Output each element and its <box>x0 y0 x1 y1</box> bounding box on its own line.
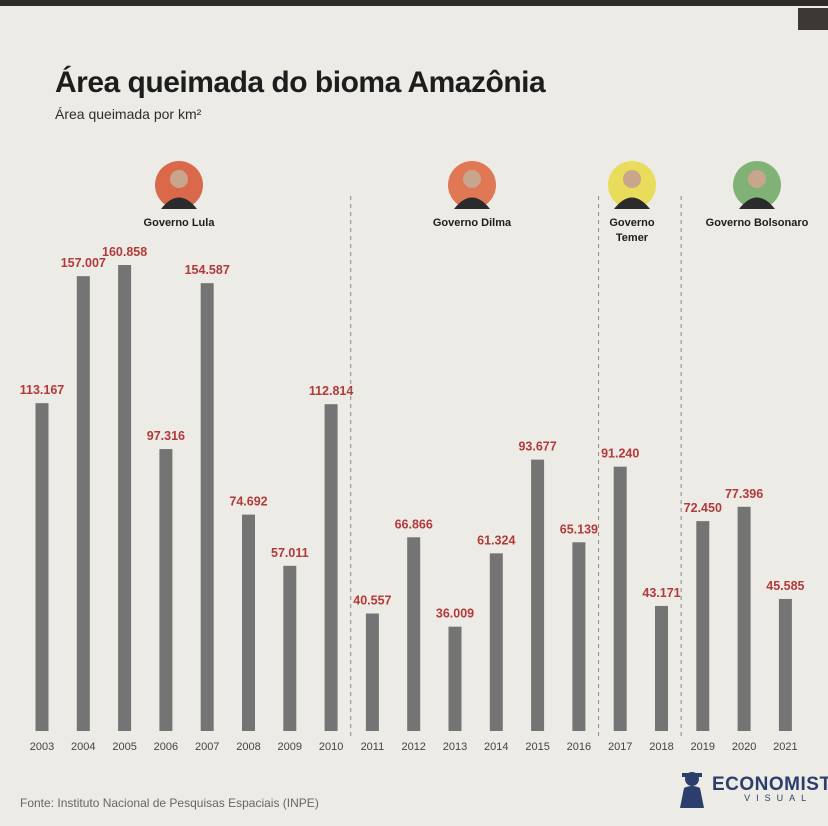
portrait-suit-3 <box>739 197 775 209</box>
portrait-face-3 <box>748 170 766 188</box>
source-note: Fonte: Instituto Nacional de Pesquisas E… <box>20 796 319 810</box>
value-label-2013: 36.009 <box>436 607 474 621</box>
portrait-suit-2 <box>614 197 650 209</box>
government-label-3: Governo Bolsonaro <box>706 217 809 229</box>
bar-2019 <box>696 521 710 731</box>
x-tick-2009: 2009 <box>278 741 302 753</box>
x-tick-2016: 2016 <box>567 741 591 753</box>
x-tick-2007: 2007 <box>195 741 219 753</box>
value-label-2017: 91.240 <box>601 447 639 461</box>
bar-2003 <box>35 403 49 731</box>
x-tick-2015: 2015 <box>525 741 549 753</box>
government-label-2: Governo <box>609 217 655 229</box>
bar-2013 <box>448 626 462 731</box>
bar-2011 <box>365 613 379 731</box>
value-label-2003: 113.167 <box>20 383 65 397</box>
x-tick-2006: 2006 <box>154 741 178 753</box>
bar-2006 <box>159 449 173 731</box>
bar-2015 <box>531 459 545 731</box>
x-tick-2014: 2014 <box>484 741 508 753</box>
bar-2004 <box>76 276 90 731</box>
bar-2018 <box>655 605 668 731</box>
x-tick-2010: 2010 <box>319 741 343 753</box>
x-tick-2017: 2017 <box>608 741 632 753</box>
x-tick-2004: 2004 <box>71 741 95 753</box>
bar-2009 <box>283 565 297 731</box>
x-tick-2008: 2008 <box>236 741 260 753</box>
economist-figure-icon <box>680 772 704 808</box>
x-tick-2020: 2020 <box>732 741 756 753</box>
bar-2017 <box>613 466 627 731</box>
corner-button[interactable] <box>798 8 828 30</box>
value-label-2012: 66.866 <box>395 517 433 531</box>
value-label-2009: 57.011 <box>271 546 309 560</box>
value-label-2015: 93.677 <box>518 440 556 454</box>
x-tick-2012: 2012 <box>401 741 425 753</box>
government-label-1: Governo Dilma <box>433 217 512 229</box>
bar-2010 <box>324 404 338 731</box>
value-label-2006: 97.316 <box>147 429 185 443</box>
value-label-2011: 40.557 <box>353 594 391 608</box>
bar-2012 <box>407 537 421 731</box>
bar-2007 <box>200 283 214 731</box>
government-label-2: Temer <box>616 232 649 244</box>
portrait-suit-0 <box>161 197 197 209</box>
x-tick-2005: 2005 <box>112 741 136 753</box>
x-tick-2013: 2013 <box>443 741 467 753</box>
portrait-face-0 <box>170 170 188 188</box>
portrait-face-2 <box>623 170 641 188</box>
bar-chart: 113.167 2003 157.007 2004 160.858 2005 97.316 2… <box>20 161 809 753</box>
bar-2008 <box>242 514 255 731</box>
value-label-2018: 43.171 <box>642 586 680 600</box>
chart-subtitle: Área queimada por km² <box>55 106 202 122</box>
value-label-2019: 72.450 <box>684 501 722 515</box>
value-label-2010: 112.814 <box>309 384 354 398</box>
government-label-0: Governo Lula <box>144 217 216 229</box>
x-tick-2003: 2003 <box>30 741 54 753</box>
portrait-face-1 <box>463 170 481 188</box>
value-label-2004: 157.007 <box>61 256 106 270</box>
top-border <box>0 0 828 6</box>
value-label-2020: 77.396 <box>725 487 763 501</box>
bar-2014 <box>489 553 503 731</box>
x-tick-2011: 2011 <box>361 741 385 753</box>
chart-title: Área queimada do bioma Amazônia <box>55 66 546 99</box>
value-label-2014: 61.324 <box>477 533 515 547</box>
value-label-2016: 65.139 <box>560 522 598 536</box>
bar-2020 <box>737 506 751 731</box>
x-tick-2021: 2021 <box>773 741 797 753</box>
x-tick-2019: 2019 <box>691 741 715 753</box>
bar-2005 <box>118 265 132 731</box>
value-label-2007: 154.587 <box>185 263 230 277</box>
bar-2016 <box>572 542 586 731</box>
portrait-suit-1 <box>454 197 490 209</box>
brand-logo: ECONOMISTA VISUAL <box>676 770 828 808</box>
value-label-2021: 45.585 <box>766 579 804 593</box>
x-tick-2018: 2018 <box>649 741 673 753</box>
value-label-2005: 160.858 <box>102 245 147 259</box>
brand-subtitle: VISUAL <box>744 793 813 803</box>
value-label-2008: 74.692 <box>229 495 267 509</box>
brand-name: ECONOMISTA <box>712 774 828 795</box>
bar-2021 <box>778 598 792 731</box>
